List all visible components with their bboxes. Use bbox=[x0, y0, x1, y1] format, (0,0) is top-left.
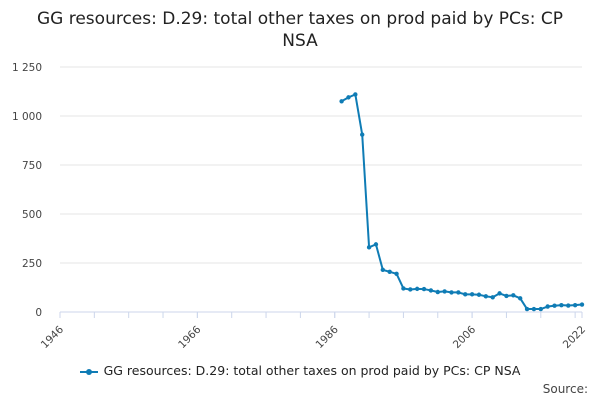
data-point bbox=[463, 292, 468, 297]
data-point bbox=[456, 290, 461, 295]
gridlines bbox=[60, 66, 582, 264]
data-point bbox=[483, 294, 489, 299]
y-tick-label: 1 000 bbox=[12, 111, 42, 123]
chart-title: GG resources: D.29: total other taxes on… bbox=[36, 9, 564, 51]
y-tick-label: 250 bbox=[22, 258, 42, 270]
series-layer bbox=[339, 92, 585, 312]
data-point bbox=[572, 302, 578, 308]
y-tick-label: 750 bbox=[22, 160, 42, 172]
x-tick-label: 1966 bbox=[176, 323, 204, 351]
data-point bbox=[435, 289, 440, 295]
data-point bbox=[428, 288, 434, 293]
data-point bbox=[408, 287, 413, 292]
y-tick-label: 500 bbox=[22, 209, 42, 221]
data-point bbox=[414, 286, 420, 292]
source-label[interactable]: Source: bbox=[542, 382, 588, 396]
data-point bbox=[346, 95, 351, 100]
x-tick-label: 2022 bbox=[561, 324, 588, 351]
data-point bbox=[380, 267, 386, 273]
data-point bbox=[366, 245, 372, 250]
data-point bbox=[387, 269, 392, 275]
x-tick-label: 1946 bbox=[39, 323, 67, 351]
data-point bbox=[394, 271, 399, 276]
series-line bbox=[341, 93, 583, 311]
data-point bbox=[517, 296, 523, 301]
data-point bbox=[421, 286, 427, 292]
data-point bbox=[353, 92, 358, 97]
x-tick-label: 2006 bbox=[451, 323, 479, 351]
x-tick-label: 1986 bbox=[313, 323, 341, 351]
data-point bbox=[566, 303, 571, 308]
data-point bbox=[511, 293, 516, 298]
x-axis: 1946 1966 1986 2006 2022 bbox=[39, 311, 588, 351]
data-point bbox=[504, 293, 509, 299]
data-point bbox=[545, 304, 550, 309]
data-point bbox=[531, 306, 537, 312]
y-tick-label: 0 bbox=[35, 307, 42, 319]
data-point bbox=[360, 132, 365, 137]
y-axis: 0 250 500 750 1 000 1 250 bbox=[12, 62, 42, 319]
legend-swatch bbox=[79, 368, 98, 375]
data-point bbox=[476, 292, 482, 297]
data-point bbox=[469, 292, 475, 297]
data-point bbox=[373, 242, 379, 247]
legend[interactable]: GG resources: D.29: total other taxes on… bbox=[0, 363, 600, 378]
data-point bbox=[497, 291, 502, 296]
data-point bbox=[449, 290, 454, 295]
data-point bbox=[490, 295, 495, 300]
data-point bbox=[442, 289, 447, 294]
data-point bbox=[552, 303, 557, 308]
data-point bbox=[579, 302, 585, 307]
data-point bbox=[339, 99, 344, 104]
data-point bbox=[538, 306, 543, 312]
legend-label: GG resources: D.29: total other taxes on… bbox=[103, 363, 521, 378]
data-point bbox=[559, 302, 564, 308]
data-point bbox=[524, 306, 530, 312]
data-point bbox=[401, 286, 406, 291]
y-tick-label: 1 250 bbox=[12, 62, 42, 74]
